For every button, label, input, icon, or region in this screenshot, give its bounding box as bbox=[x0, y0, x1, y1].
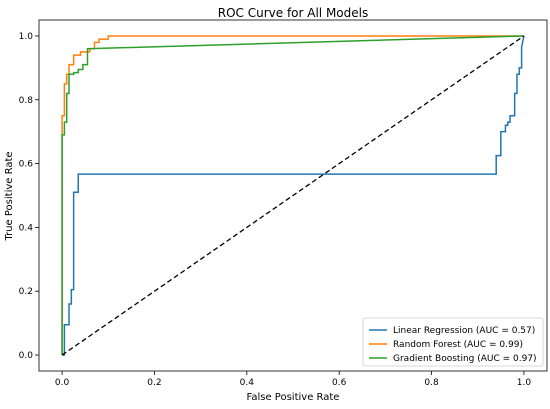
y-tick-label: 1.0 bbox=[19, 32, 34, 42]
x-tick-label: 0.2 bbox=[147, 378, 161, 388]
series-line-1 bbox=[61, 35, 524, 356]
x-tick-label: 1.0 bbox=[517, 378, 532, 388]
y-tick-label: 0.2 bbox=[19, 287, 33, 297]
x-tick-label: 0.6 bbox=[332, 378, 347, 388]
y-tick-label: 0.4 bbox=[19, 223, 34, 233]
series-group bbox=[61, 35, 525, 356]
x-tick-label: 0.0 bbox=[55, 378, 70, 388]
series-line-0 bbox=[62, 35, 525, 356]
legend-box bbox=[362, 317, 544, 367]
y-axis-label: True Positive Rate bbox=[4, 151, 15, 241]
series-line-2 bbox=[61, 35, 524, 356]
chance-diagonal-line bbox=[61, 35, 525, 356]
x-axis-ticks: 0.0 0.2 0.4 0.6 0.8 1.0 bbox=[55, 371, 531, 388]
x-axis-label: False Positive Rate bbox=[247, 392, 340, 403]
legend-label-random-forest: Random Forest (AUC = 0.99) bbox=[393, 340, 523, 350]
y-axis-ticks: 0.0 0.2 0.4 0.6 0.8 1.0 bbox=[19, 32, 39, 361]
y-tick-label: 0.0 bbox=[19, 351, 34, 361]
y-tick-label: 0.8 bbox=[19, 96, 34, 106]
chart-title: ROC Curve for All Models bbox=[218, 6, 368, 20]
x-tick-label: 0.8 bbox=[424, 378, 439, 388]
y-tick-label: 0.6 bbox=[19, 160, 34, 170]
x-tick-label: 0.4 bbox=[240, 378, 255, 388]
legend-label-linear-regression: Linear Regression (AUC = 0.57) bbox=[393, 326, 535, 336]
legend: Linear Regression (AUC = 0.57) Random Fo… bbox=[362, 317, 544, 367]
plot-frame bbox=[38, 19, 548, 372]
legend-label-gradient-boosting: Gradient Boosting (AUC = 0.97) bbox=[393, 354, 537, 364]
